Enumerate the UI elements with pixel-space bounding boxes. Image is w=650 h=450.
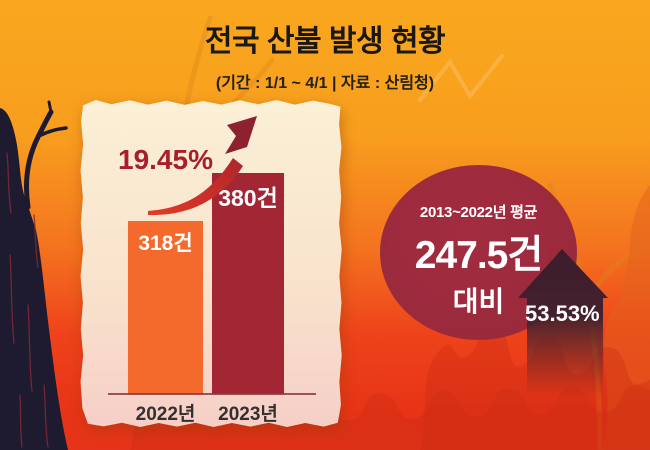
chart-card: 19.45% 318건 380건 202 bbox=[80, 99, 342, 428]
tree-twig bbox=[39, 126, 68, 137]
comparison-change-label: 53.53% bbox=[525, 301, 600, 326]
page-subtitle: (기간 : 1/1 ~ 4/1 | 자료 : 산림청) bbox=[215, 75, 435, 92]
tick-2022: 2022년 bbox=[135, 404, 196, 425]
bar-2022: 318건 bbox=[128, 221, 203, 394]
growth-arrow-icon bbox=[148, 116, 257, 216]
burnt-tree-silhouette bbox=[0, 100, 68, 450]
page-title: 전국 산불 발생 현황 bbox=[204, 25, 446, 58]
x-axis-ticks: 2022년 2023년 bbox=[81, 399, 342, 425]
tree-twig-top bbox=[47, 100, 53, 114]
tree-bark-details bbox=[6, 152, 49, 448]
comparison-versus-label: 대비 bbox=[452, 286, 505, 317]
comparison-period-label: 2013~2022년 평균 bbox=[419, 204, 538, 221]
chart-card-wrapper: 19.45% 318건 380건 202 bbox=[80, 98, 342, 428]
bar-2023: 380건 bbox=[212, 173, 284, 394]
up-arrow-icon bbox=[518, 249, 608, 395]
tick-2023: 2023년 bbox=[218, 404, 278, 425]
header: 전국 산불 발생 현황 (기간 : 1/1 ~ 4/1 | 자료 : 산림청) bbox=[0, 16, 650, 93]
tree-branch bbox=[23, 109, 54, 210]
bar-2022-value-label: 318건 bbox=[138, 232, 193, 255]
bar-2023-value-label: 380건 bbox=[218, 185, 278, 211]
comparison-average-value: 247.5건 bbox=[414, 234, 543, 277]
yoy-change-label: 19.45% bbox=[118, 144, 213, 175]
x-axis-line bbox=[108, 393, 316, 395]
